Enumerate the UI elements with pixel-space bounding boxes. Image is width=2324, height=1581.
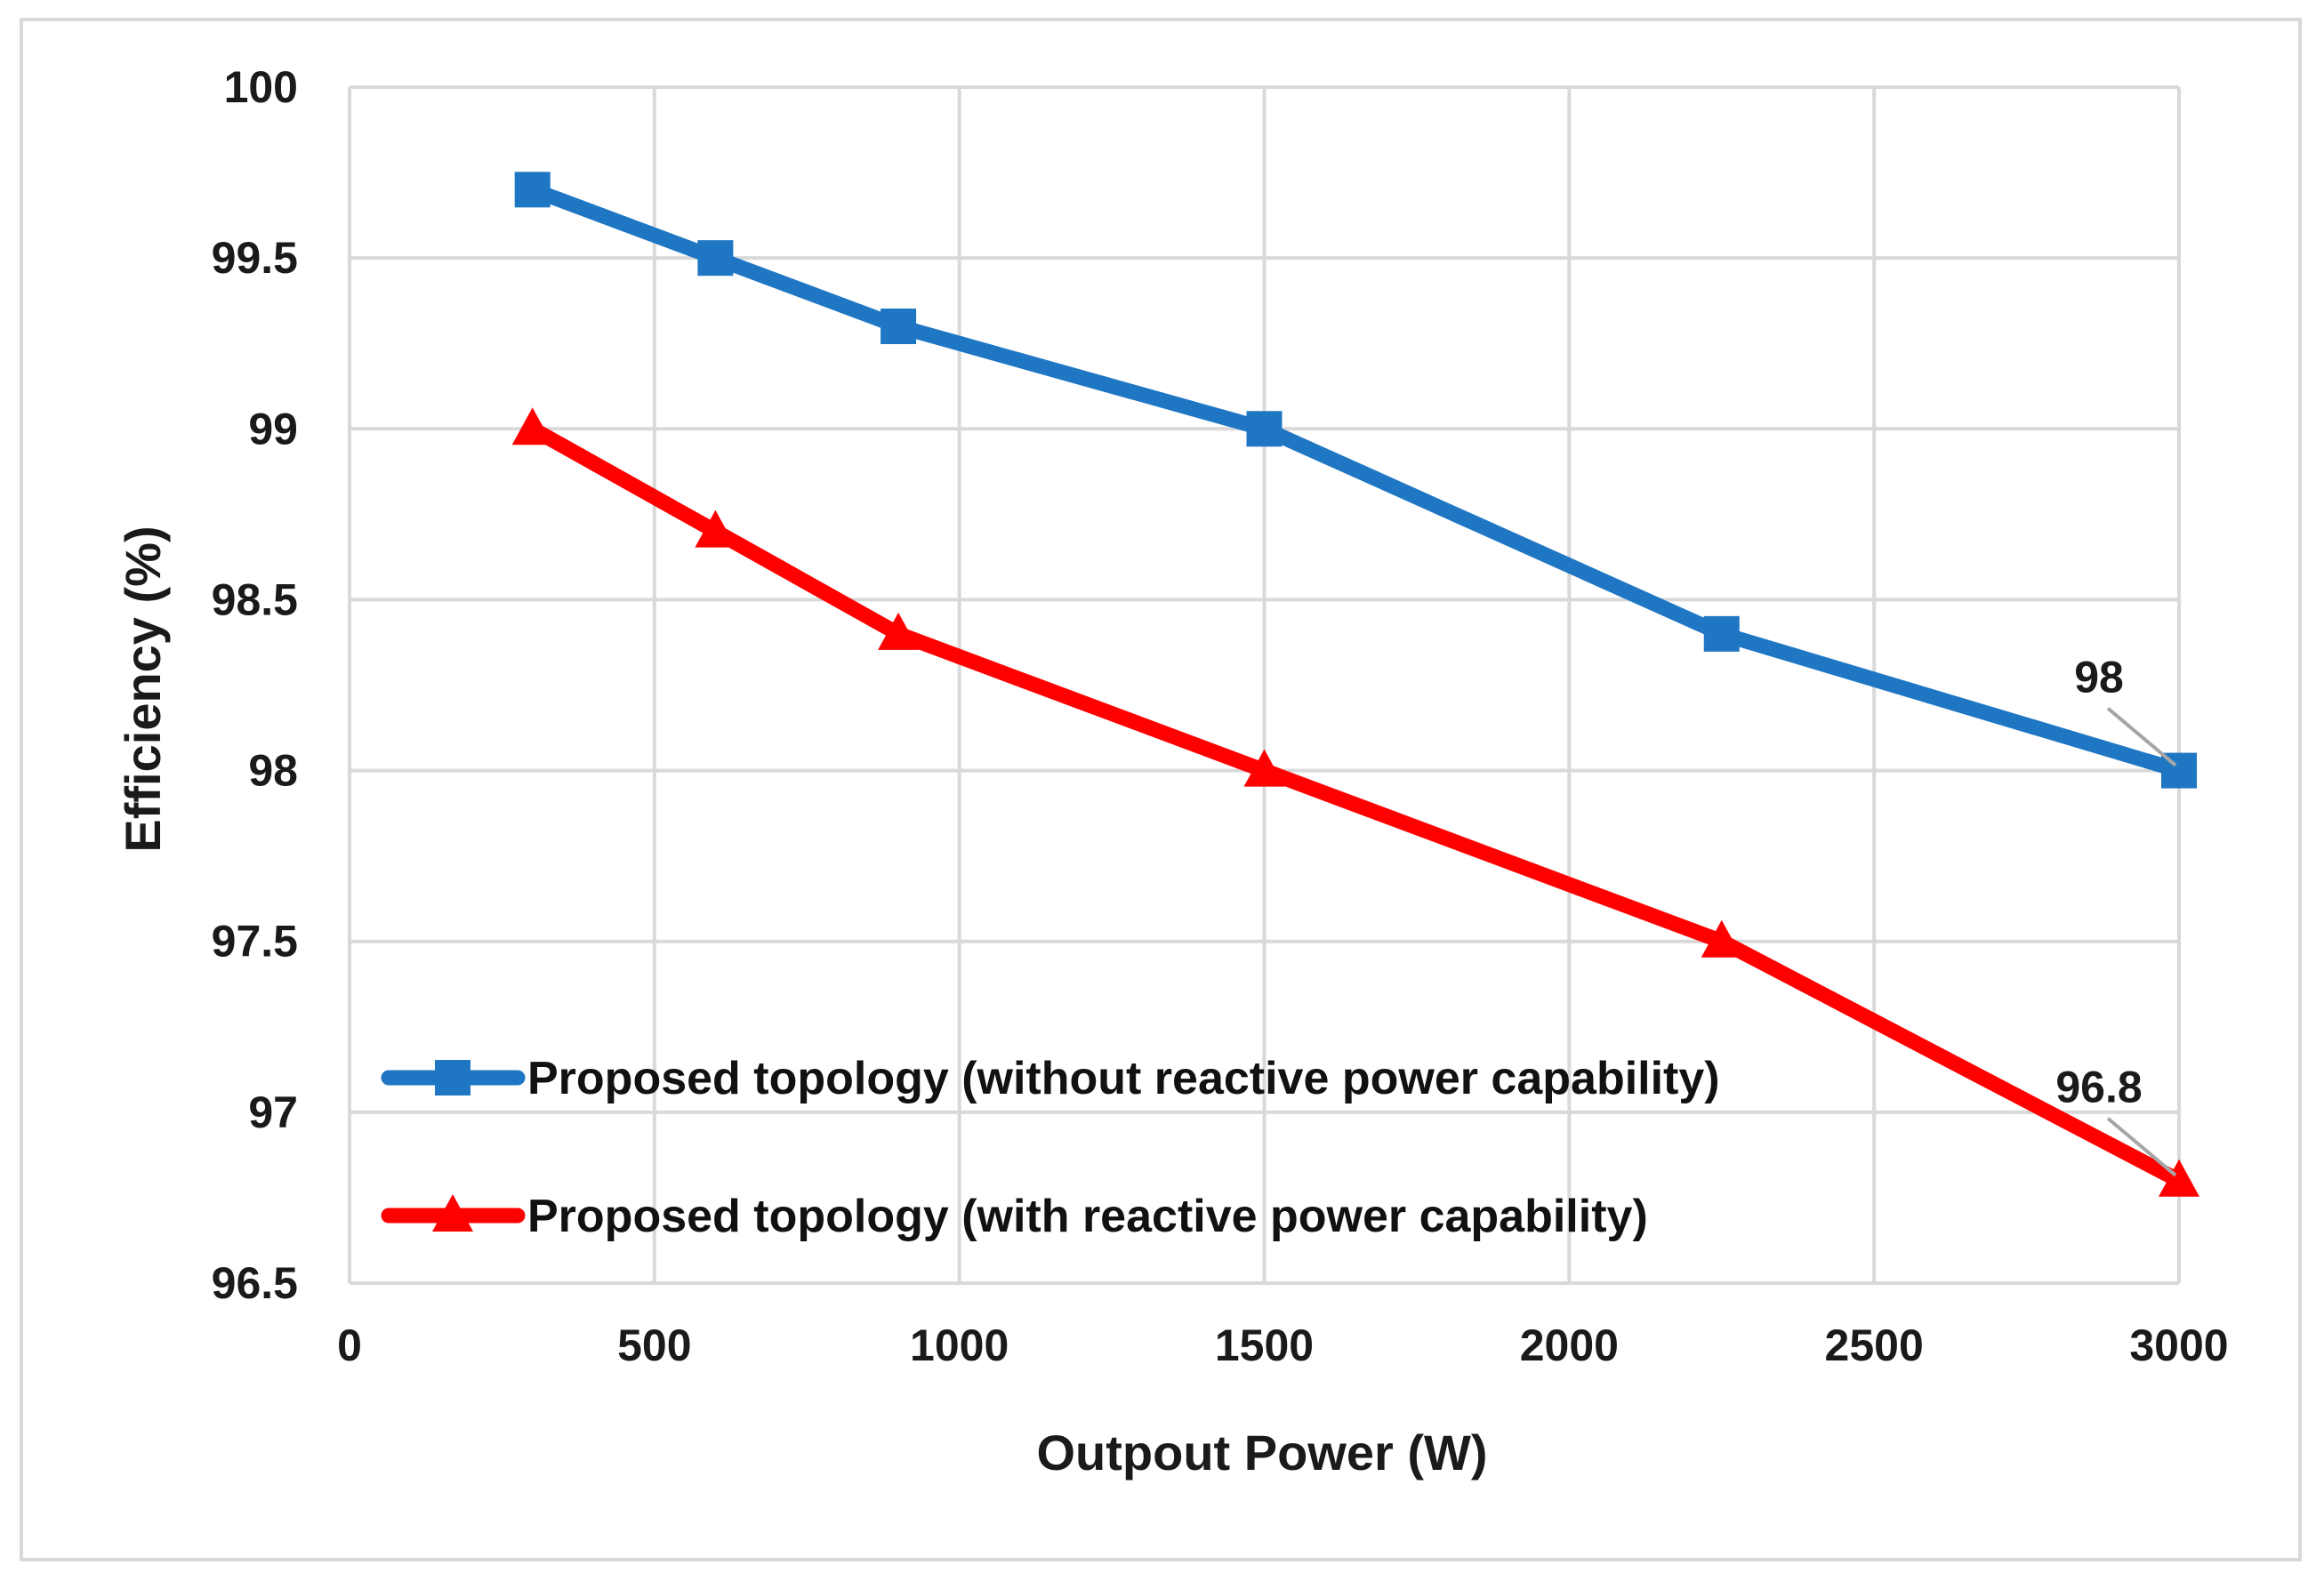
y-tick-label: 99.5 <box>212 233 298 283</box>
legend-label: Proposed topology (without reactive powe… <box>527 1053 1720 1104</box>
series-line <box>525 421 2187 1189</box>
y-tick-label: 97 <box>248 1087 298 1137</box>
series-1 <box>514 172 2197 789</box>
legend-entry-1: Proposed topology (without reactive powe… <box>381 1053 1720 1104</box>
x-axis-title: Outpout Power (W) <box>1036 1425 1487 1481</box>
y-tick-label: 99 <box>248 404 298 453</box>
legend: Proposed topology (without reactive powe… <box>381 1053 1720 1242</box>
y-tick-label: 98 <box>248 746 298 796</box>
data-point-square <box>697 240 734 277</box>
data-point-triangle <box>2159 1159 2199 1197</box>
data-point-square <box>1703 615 1740 652</box>
data-point-square <box>1246 411 1283 447</box>
data-point-triangle <box>878 612 920 650</box>
y-tick-label: 96.5 <box>212 1258 298 1308</box>
x-tick-label: 3000 <box>2129 1320 2228 1370</box>
annotations: 98 96.8 <box>2055 653 2177 1177</box>
chart-frame <box>20 18 2302 1561</box>
data-point-triangle <box>1243 749 1285 787</box>
y-tick-label: 100 <box>224 62 298 112</box>
series-2 <box>511 407 2199 1197</box>
series-layer <box>511 172 2199 1197</box>
data-point-square <box>881 309 917 344</box>
y-axis-title: Efficiency (%) <box>115 526 171 852</box>
data-point-square <box>514 172 551 208</box>
annotation-leader <box>2106 707 2177 767</box>
grid-lines <box>348 85 2181 1285</box>
x-tick-label: 500 <box>617 1320 691 1370</box>
data-point-triangle <box>511 407 553 445</box>
data-point-square <box>435 1060 470 1095</box>
x-tick-label: 2000 <box>1520 1320 1619 1370</box>
data-label: 96.8 <box>2055 1063 2142 1112</box>
x-tick-label: 0 <box>337 1320 362 1370</box>
series-line <box>525 181 2187 779</box>
y-tick-label: 98.5 <box>212 574 298 624</box>
data-point-triangle <box>432 1194 473 1232</box>
x-tick-label: 1000 <box>910 1320 1009 1370</box>
data-label: 98 <box>2074 653 2124 702</box>
x-tick-label: 2500 <box>1825 1320 1924 1370</box>
legend-entry-2: Proposed topology (with reactive power c… <box>381 1191 1648 1242</box>
data-point-triangle <box>695 510 736 548</box>
annotation-leader <box>2106 1117 2177 1177</box>
y-tick-label: 97.5 <box>212 917 298 967</box>
data-point-triangle <box>1701 919 1742 958</box>
x-tick-label: 1500 <box>1215 1320 1314 1370</box>
legend-label: Proposed topology (with reactive power c… <box>527 1191 1648 1242</box>
